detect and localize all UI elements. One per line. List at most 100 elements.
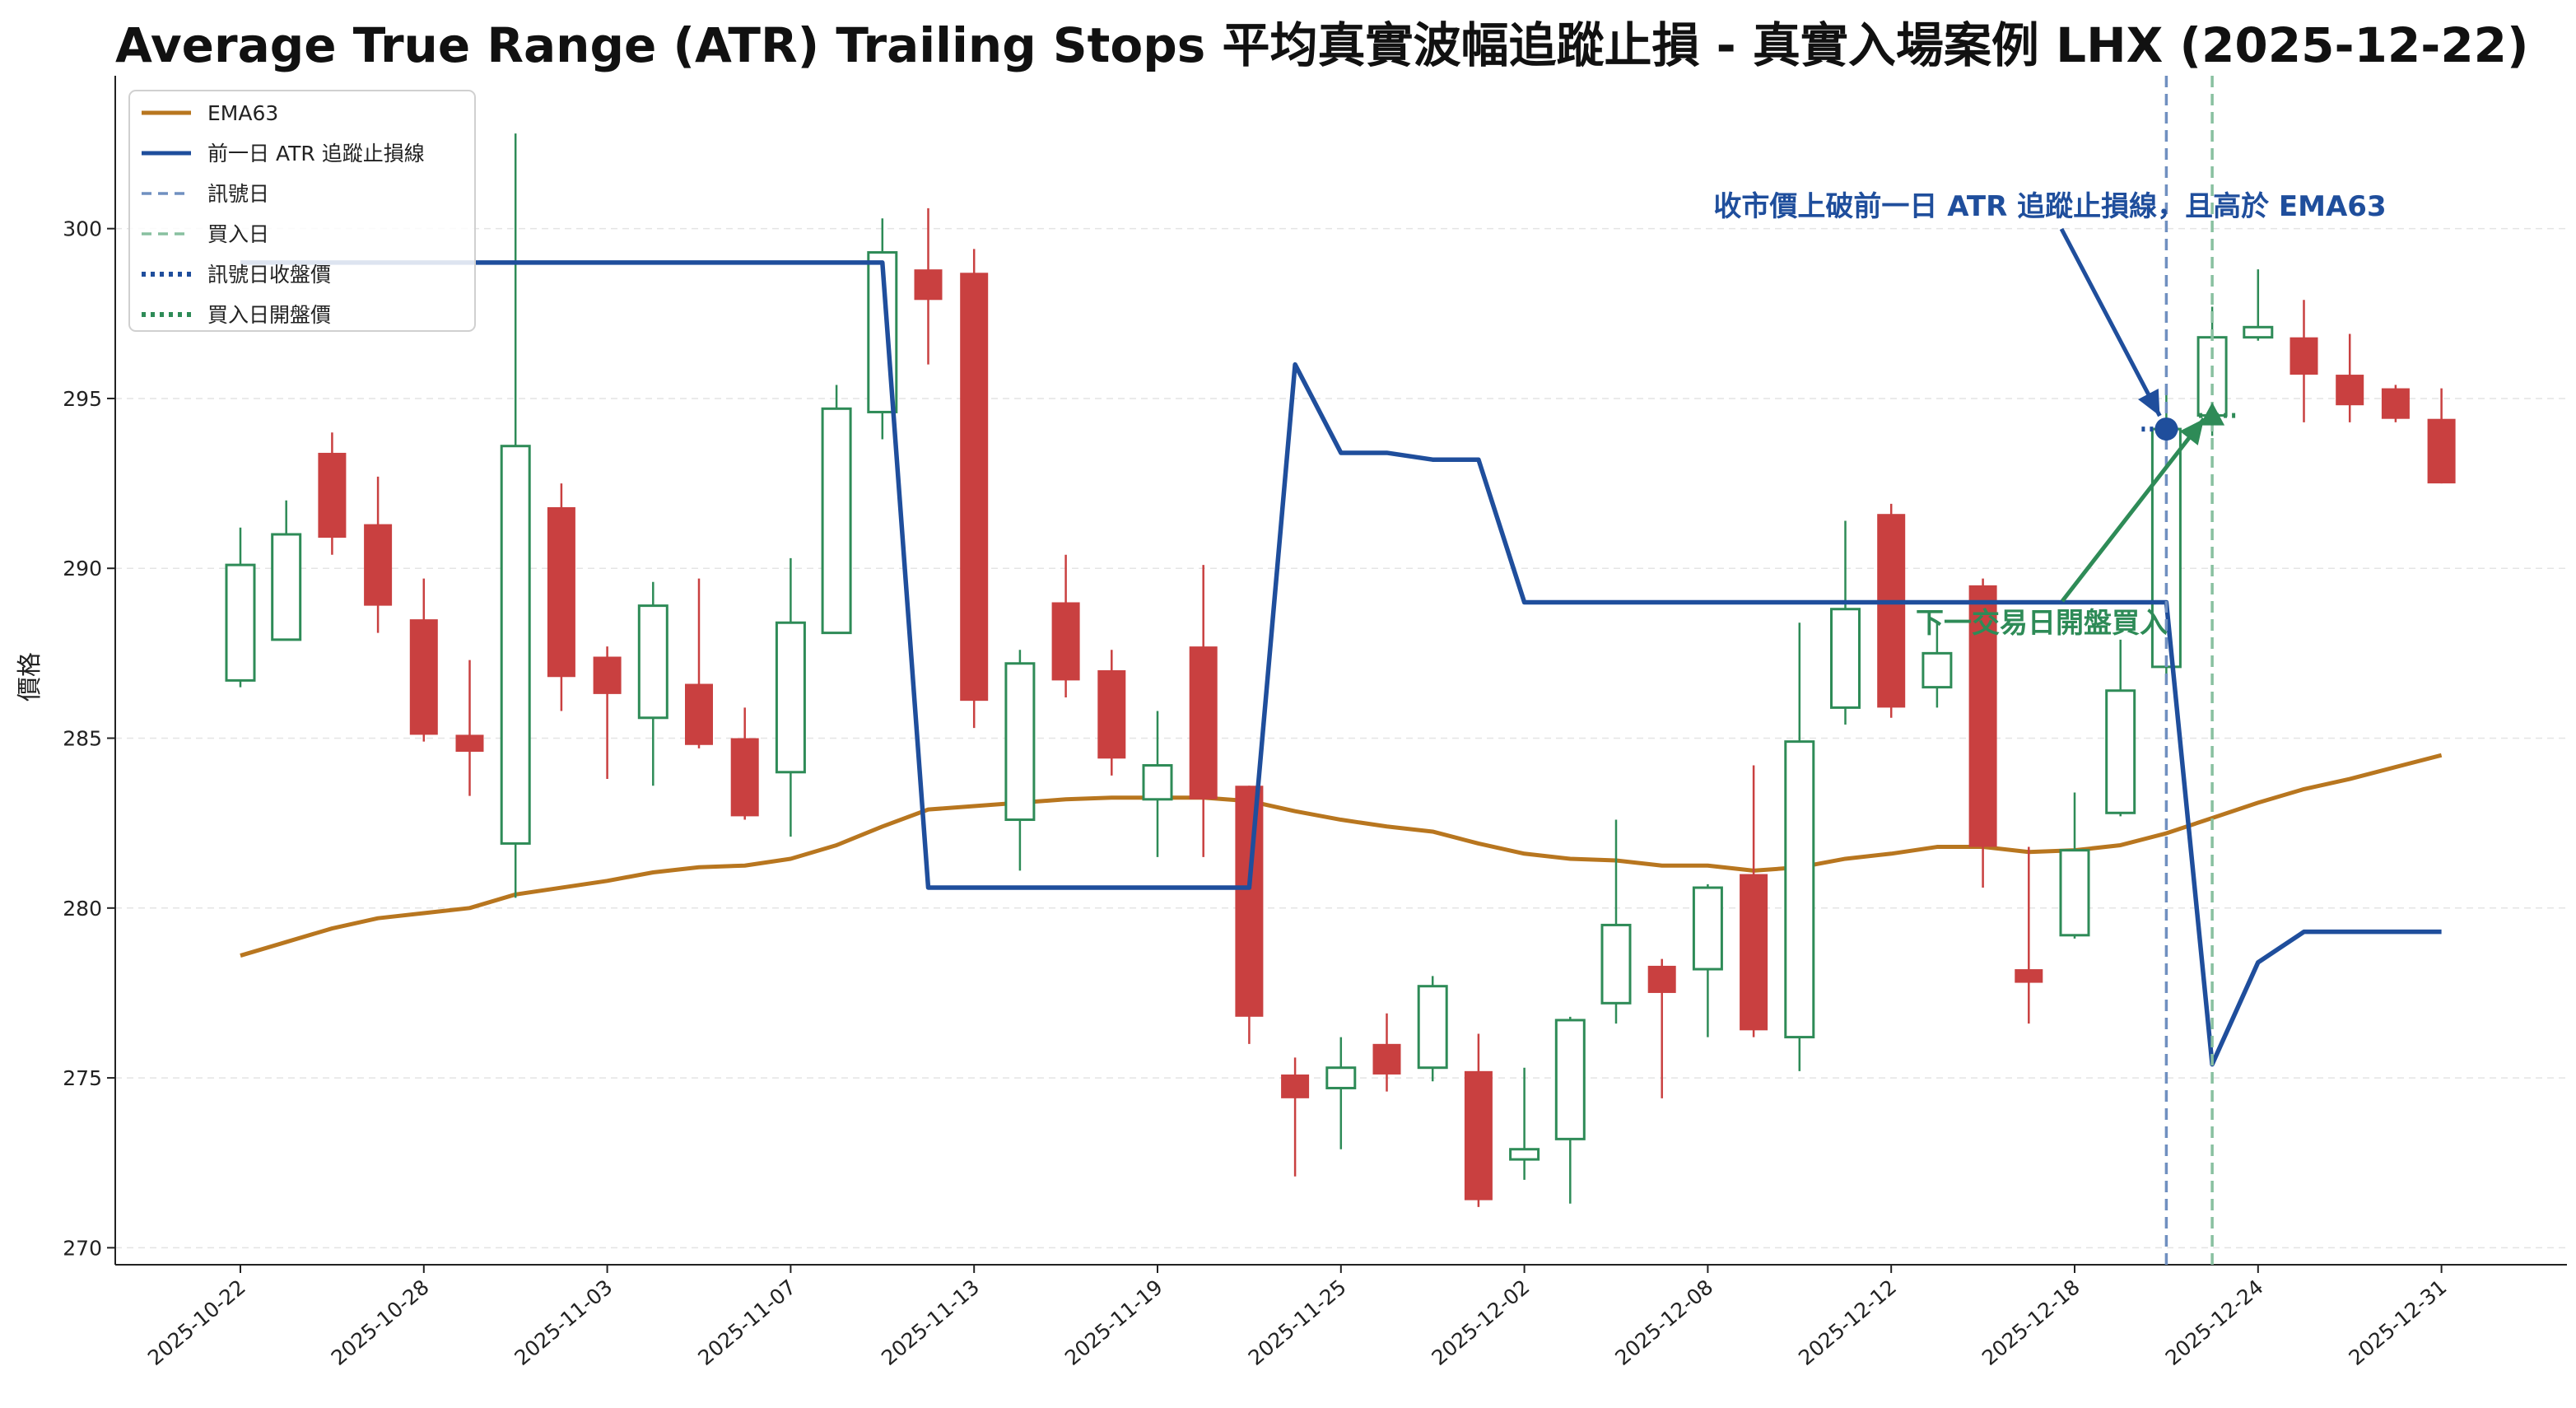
candle-up: [2243, 269, 2274, 341]
candle-up: [821, 385, 852, 635]
candle-down: [1877, 503, 1906, 718]
candle-body: [1784, 740, 1815, 1039]
candle-body: [2105, 689, 2136, 814]
candle-body: [775, 621, 806, 774]
candle-body: [2336, 375, 2364, 406]
candle-up: [1142, 711, 1173, 857]
x-tick-label: 2025-11-03: [510, 1275, 617, 1370]
y-tick-label: 270: [63, 1236, 102, 1260]
y-tick-label: 295: [63, 387, 102, 411]
candle-body: [1417, 985, 1448, 1070]
candle-down: [455, 660, 484, 796]
legend-label: 訊號日收盤價: [207, 263, 331, 287]
candle-body: [547, 506, 575, 678]
candle-down: [318, 432, 347, 555]
candle-down: [364, 476, 393, 633]
legend-label: EMA63: [207, 101, 278, 125]
annotations: 收市價上破前一日 ATR 追蹤止損線，且高於 EMA63 下一交易日開盤買入: [1713, 190, 2386, 640]
chart-title: Average True Range (ATR) Trailing Stops …: [115, 17, 2529, 73]
candle-up: [500, 133, 531, 898]
candle-up: [775, 557, 806, 837]
x-tick-label: 2025-11-13: [877, 1275, 984, 1370]
candle-up: [1922, 622, 1953, 708]
candle-up: [271, 500, 302, 641]
y-tick-label: 285: [63, 727, 102, 751]
candle-up: [2105, 639, 2136, 817]
candle-down: [1647, 958, 1676, 1098]
candle-up: [1692, 883, 1723, 1037]
candle-body: [1235, 786, 1264, 1017]
candle-body: [1600, 923, 1632, 1005]
candle-body: [1877, 514, 1906, 708]
buy-annotation: 下一交易日開盤買入: [1916, 607, 2168, 640]
candle-down: [960, 249, 989, 729]
candle-down: [2381, 385, 2410, 422]
x-tick-label: 2025-12-08: [1610, 1275, 1717, 1370]
candle-body: [1922, 651, 1953, 689]
candle-body: [2059, 849, 2090, 937]
stop-layer: [240, 260, 2442, 1067]
candle-up: [637, 581, 668, 786]
candle-down: [2290, 300, 2318, 422]
legend-box: [128, 90, 476, 332]
y-ticks: 270 275 280 285 290 295 300: [63, 217, 115, 1260]
x-tick-label: 2025-12-18: [1977, 1275, 2085, 1370]
candle-body: [1325, 1066, 1357, 1089]
x-tick-label: 2025-12-02: [1428, 1275, 1535, 1370]
candle-body: [271, 533, 302, 641]
signal-annotation: 收市價上破前一日 ATR 追蹤止損線，且高於 EMA63: [1713, 190, 2386, 223]
candle-up: [1784, 622, 1815, 1071]
candle-body: [1097, 670, 1126, 759]
arrow-shaft: [2061, 417, 2206, 603]
candle-down: [409, 578, 438, 742]
candles: [225, 133, 2456, 1207]
arrow-head: [2179, 418, 2205, 445]
candle-body: [1189, 646, 1218, 800]
candle-body: [1004, 662, 1036, 822]
candle-up: [1004, 650, 1036, 871]
buy-marker: [2200, 402, 2225, 426]
candle-down: [1968, 578, 1997, 888]
x-tick-label: 2025-11-19: [1060, 1275, 1167, 1370]
candle-body: [821, 407, 852, 635]
y-axis-label: 價格: [16, 652, 44, 702]
candle-body: [318, 452, 347, 538]
candle-body: [1692, 886, 1723, 971]
candle-body: [2381, 388, 2410, 419]
candle-up: [1417, 976, 1448, 1082]
candle-down: [547, 483, 575, 711]
candle-up: [225, 527, 256, 688]
candle-down: [1235, 786, 1264, 1044]
y-tick-label: 300: [63, 217, 102, 241]
candle-body: [1830, 608, 1861, 709]
arrow-head: [2138, 389, 2160, 417]
candle-up: [1554, 1016, 1586, 1204]
candle-down: [685, 578, 713, 748]
candle-body: [914, 269, 943, 301]
candle-down: [1051, 554, 1080, 698]
candle-down: [1189, 565, 1218, 857]
candle-up: [1830, 520, 1861, 725]
candle-body: [364, 524, 393, 606]
x-tick-label: 2025-10-22: [143, 1275, 250, 1370]
candle-body: [409, 619, 438, 735]
candle-down: [593, 646, 622, 780]
candle-body: [1647, 965, 1676, 993]
candle-body: [960, 273, 989, 702]
signal-marker: [2154, 417, 2178, 441]
candle-down: [1097, 650, 1126, 776]
candle-down: [1281, 1057, 1310, 1177]
candle-down: [1372, 1013, 1401, 1092]
candle-body: [730, 738, 759, 817]
legend-label: 訊號日: [207, 182, 269, 206]
candle-body: [685, 683, 713, 745]
signal-arrow: [2059, 227, 2162, 417]
x-tick-label: 2025-10-28: [327, 1275, 434, 1370]
x-tick-label: 2025-12-12: [1794, 1275, 1901, 1370]
candle-body: [500, 445, 531, 845]
candle-up: [1325, 1037, 1357, 1149]
candle-body: [1464, 1070, 1493, 1201]
legend-label: 買入日: [207, 222, 269, 246]
